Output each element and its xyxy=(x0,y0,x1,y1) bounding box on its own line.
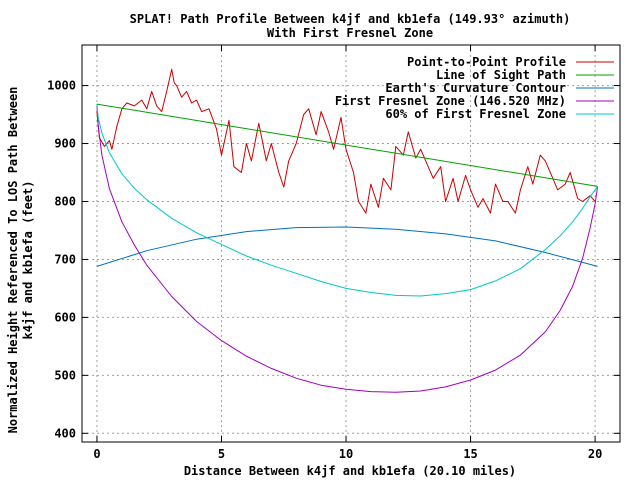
y-tick-label: 600 xyxy=(54,310,76,324)
series-line-line-of-sight-path xyxy=(96,103,598,187)
chart-title-line2: With First Fresnel Zone xyxy=(267,26,433,40)
y-tick-label: 500 xyxy=(54,368,76,382)
y-tick-label: 700 xyxy=(54,252,76,266)
x-tick-label: 10 xyxy=(339,447,353,461)
x-tick-label: 15 xyxy=(463,447,477,461)
series-line-earth-s-curvature-contour xyxy=(96,226,598,267)
x-axis-label: Distance Between k4jf and kb1efa (20.10 … xyxy=(184,464,516,478)
x-tick-label: 5 xyxy=(218,447,225,461)
y-tick-label: 1000 xyxy=(47,79,76,93)
ticks: 0 5 10 15 20 400 500 600 700 800 900 1000 xyxy=(47,45,620,461)
plot-frame xyxy=(81,44,621,443)
y-tick-label: 800 xyxy=(54,194,76,208)
legend-label-line-of-sight-path: Line of Sight Path xyxy=(436,68,566,82)
series-line-first-fresnel-zone-146-520-mhz xyxy=(96,104,599,393)
x-tick-label: 20 xyxy=(588,447,602,461)
series-line-point-to-point-profile xyxy=(96,68,596,214)
legend-label-point-to-point-profile: Point-to-Point Profile xyxy=(407,55,566,69)
series-line-60-of-first-fresnel-zone xyxy=(96,104,599,297)
y-axis-label-line1: Normalized Height Referenced To LOS Path… xyxy=(6,87,20,434)
chart-title-line1: SPLAT! Path Profile Between k4jf and kb1… xyxy=(130,12,571,26)
legend-label-first-fresnel-zone-146-520-mhz: First Fresnel Zone (146.520 MHz) xyxy=(335,94,566,108)
y-axis-label-line2: k4jf and kb1efa (feet) xyxy=(21,181,35,340)
series-layer xyxy=(96,68,599,393)
legend-label-earth-s-curvature-contour: Earth's Curvature Contour xyxy=(385,81,566,95)
y-tick-label: 900 xyxy=(54,137,76,151)
legend-label-60-of-first-fresnel-zone: 60% of First Fresnel Zone xyxy=(385,107,566,121)
x-tick-label: 0 xyxy=(93,447,100,461)
y-tick-label: 400 xyxy=(54,426,76,440)
